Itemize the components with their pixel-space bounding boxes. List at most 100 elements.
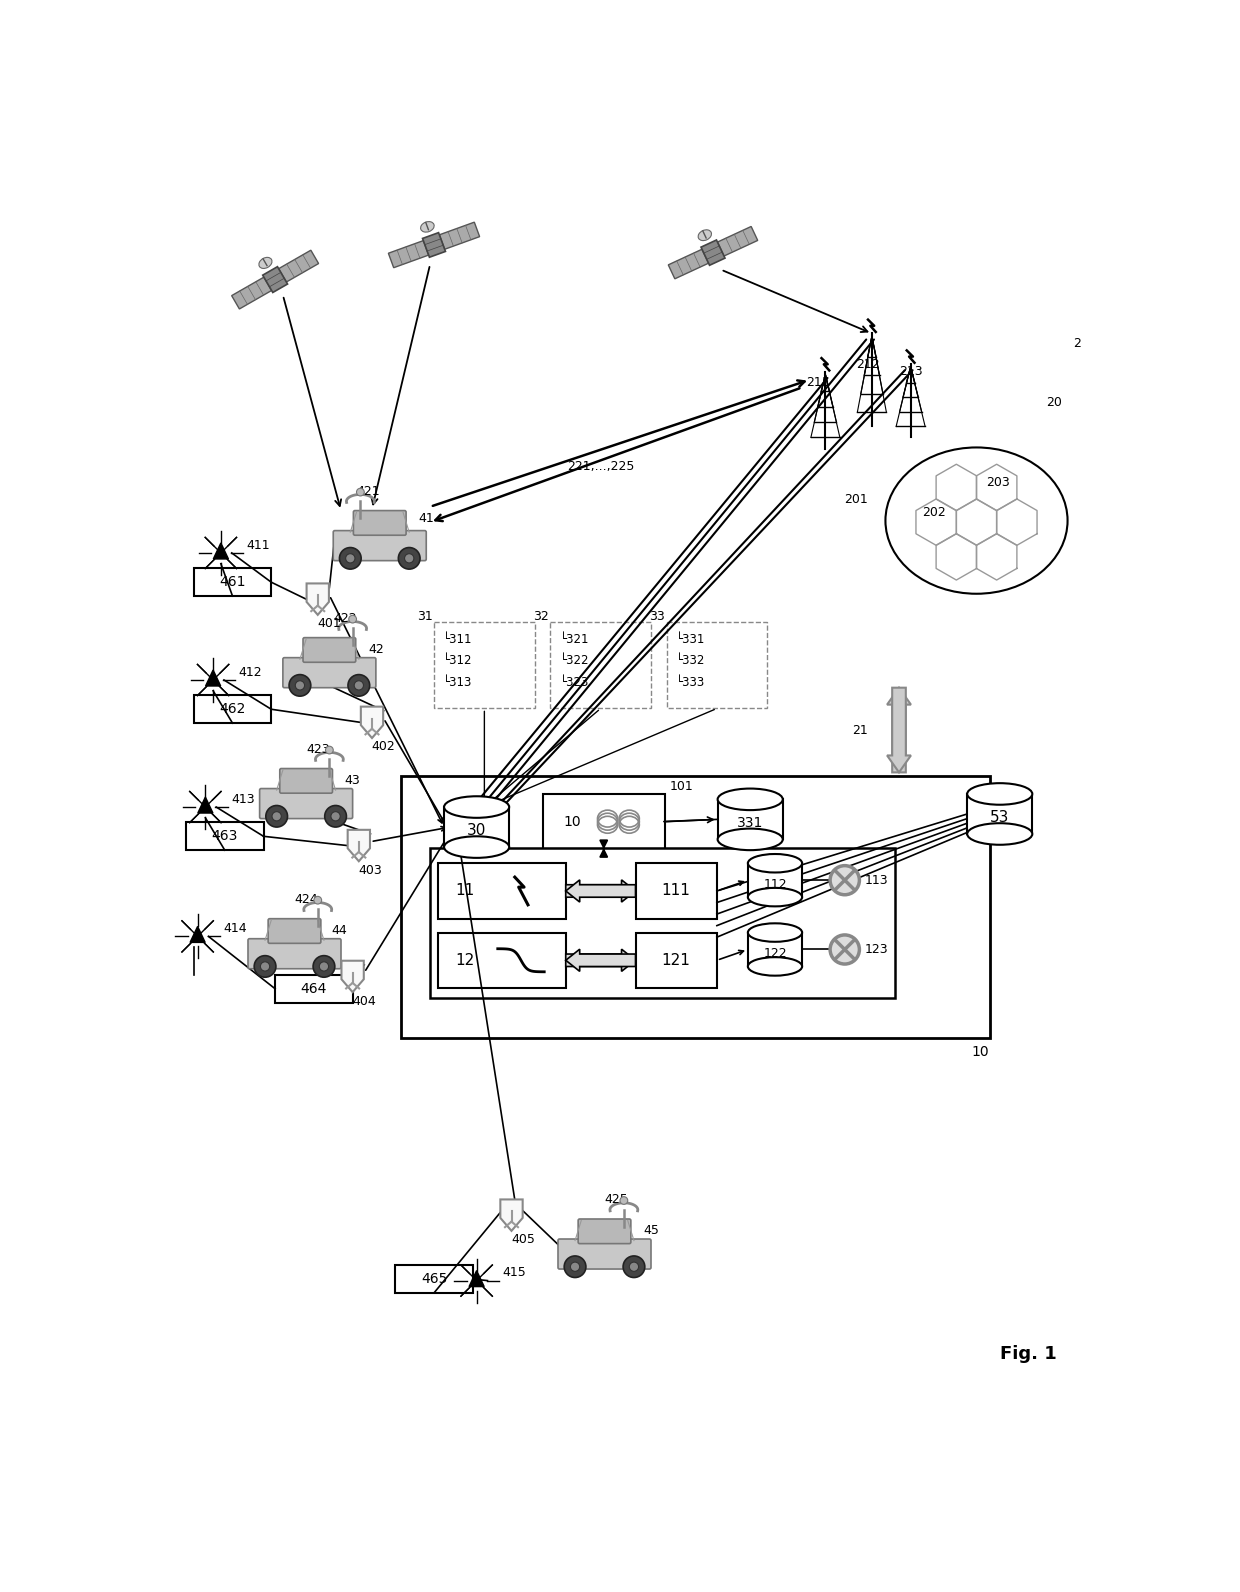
Polygon shape — [887, 688, 911, 772]
Polygon shape — [206, 670, 221, 686]
Polygon shape — [361, 707, 383, 739]
Text: 213: 213 — [899, 366, 923, 379]
Circle shape — [265, 806, 288, 828]
Text: 414: 414 — [223, 922, 247, 935]
Polygon shape — [565, 880, 635, 903]
Text: 45: 45 — [644, 1224, 658, 1237]
Ellipse shape — [748, 923, 802, 942]
Circle shape — [355, 681, 363, 689]
Text: 2: 2 — [1074, 338, 1081, 350]
Polygon shape — [439, 223, 480, 250]
Text: 43: 43 — [345, 774, 361, 786]
Polygon shape — [501, 1199, 523, 1231]
Bar — [434, 622, 534, 708]
Bar — [402, 777, 991, 1038]
Ellipse shape — [698, 229, 712, 240]
Circle shape — [314, 896, 321, 904]
Text: 461: 461 — [219, 575, 246, 589]
Ellipse shape — [748, 888, 802, 906]
Text: └322: └322 — [559, 654, 589, 667]
Text: 111: 111 — [662, 884, 691, 898]
Text: 412: 412 — [238, 665, 263, 678]
Text: 12: 12 — [455, 952, 475, 968]
Text: 421: 421 — [356, 486, 379, 498]
Bar — [438, 933, 565, 989]
Circle shape — [289, 675, 311, 696]
Text: 465: 465 — [420, 1272, 448, 1286]
Bar — [718, 799, 782, 839]
Circle shape — [357, 489, 365, 497]
Text: 212: 212 — [856, 358, 880, 371]
Text: 31: 31 — [417, 610, 433, 624]
Text: └323: └323 — [559, 675, 589, 689]
FancyBboxPatch shape — [283, 657, 376, 688]
Bar — [444, 807, 510, 847]
Text: 405: 405 — [511, 1234, 536, 1247]
FancyBboxPatch shape — [578, 1219, 631, 1243]
Text: 113: 113 — [866, 874, 889, 887]
Circle shape — [398, 548, 420, 568]
Text: 211: 211 — [806, 376, 830, 388]
Ellipse shape — [967, 783, 1032, 804]
Bar — [551, 622, 651, 708]
Bar — [193, 696, 272, 723]
Text: 122: 122 — [763, 947, 787, 960]
FancyBboxPatch shape — [268, 919, 321, 944]
FancyBboxPatch shape — [353, 511, 407, 535]
Ellipse shape — [444, 836, 510, 858]
Circle shape — [348, 675, 370, 696]
Polygon shape — [213, 543, 228, 559]
Circle shape — [404, 554, 414, 564]
Polygon shape — [701, 240, 725, 266]
Polygon shape — [190, 927, 205, 942]
Circle shape — [346, 554, 355, 564]
Text: └321: └321 — [559, 632, 589, 646]
Bar — [748, 863, 802, 898]
Circle shape — [620, 1197, 627, 1205]
Ellipse shape — [718, 788, 782, 810]
Polygon shape — [887, 688, 911, 772]
Polygon shape — [469, 1270, 484, 1286]
FancyBboxPatch shape — [303, 638, 356, 662]
Circle shape — [312, 955, 335, 977]
Text: 11: 11 — [455, 884, 475, 898]
Text: 201: 201 — [844, 492, 868, 506]
Bar — [635, 933, 717, 989]
Text: 112: 112 — [763, 877, 787, 890]
Text: 415: 415 — [502, 1266, 526, 1280]
Circle shape — [260, 962, 270, 971]
Bar — [748, 933, 802, 966]
Text: 202: 202 — [923, 506, 946, 519]
Circle shape — [320, 962, 329, 971]
Text: 21: 21 — [852, 723, 868, 737]
Text: 413: 413 — [231, 793, 254, 806]
Text: 53: 53 — [990, 810, 1009, 825]
Text: 10: 10 — [563, 815, 580, 829]
Bar — [430, 849, 895, 998]
Ellipse shape — [748, 853, 802, 872]
Text: 331: 331 — [737, 817, 764, 829]
Text: 401: 401 — [317, 618, 341, 630]
Ellipse shape — [420, 221, 434, 232]
Text: Fig. 1: Fig. 1 — [999, 1345, 1056, 1363]
Circle shape — [331, 812, 340, 821]
Text: 462: 462 — [219, 702, 246, 716]
Bar — [438, 863, 565, 919]
FancyBboxPatch shape — [334, 530, 427, 560]
Text: 20: 20 — [1047, 396, 1061, 409]
FancyBboxPatch shape — [248, 939, 341, 970]
Text: 422: 422 — [334, 611, 357, 626]
Bar — [396, 1266, 472, 1293]
Circle shape — [272, 812, 281, 821]
Ellipse shape — [259, 258, 272, 269]
Text: 101: 101 — [670, 780, 694, 793]
Circle shape — [348, 616, 357, 622]
FancyBboxPatch shape — [259, 788, 352, 818]
Text: 33: 33 — [650, 610, 665, 624]
Text: 463: 463 — [212, 829, 238, 844]
Polygon shape — [279, 250, 319, 282]
Circle shape — [630, 1262, 639, 1272]
Text: └332: └332 — [676, 654, 706, 667]
Polygon shape — [388, 240, 429, 267]
Ellipse shape — [748, 957, 802, 976]
